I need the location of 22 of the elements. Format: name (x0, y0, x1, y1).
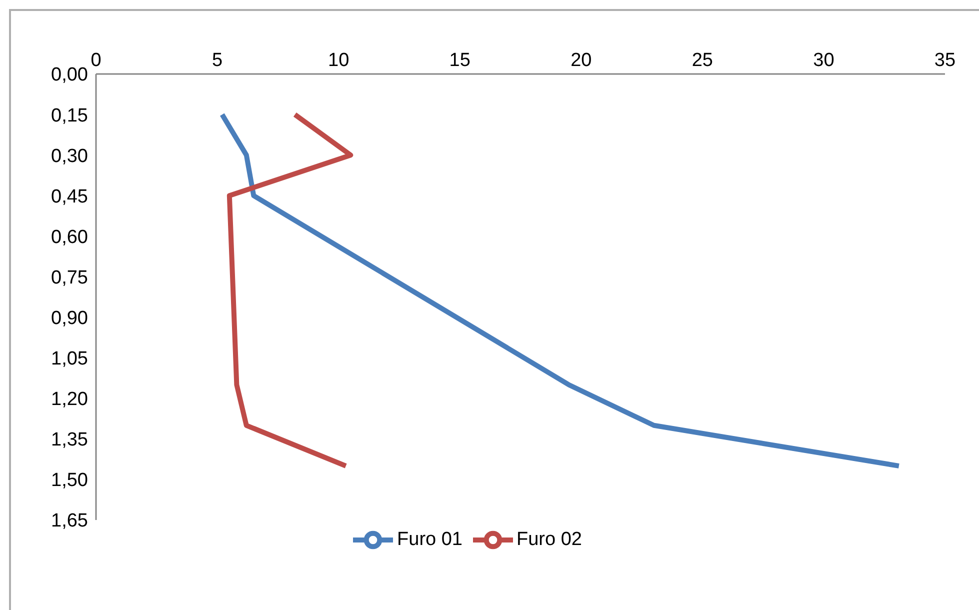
y-tick-label: 1,05 (51, 348, 88, 370)
x-tick-label: 5 (212, 50, 223, 71)
x-tick-label: 0 (90, 50, 102, 71)
x-tick-label: 15 (449, 50, 470, 71)
legend-label: Furo 02 (516, 529, 582, 550)
y-tick-label: 0,90 (51, 308, 88, 330)
y-tick-label: 0,75 (51, 267, 88, 288)
y-tick-label: 0,60 (51, 226, 88, 248)
x-tick-label: 25 (692, 50, 713, 71)
y-tick-label: 1,20 (51, 389, 88, 410)
y-tick-label: 0,45 (51, 186, 88, 208)
y-tick-label: 1,35 (51, 430, 88, 451)
y-tick-label: 1,50 (51, 470, 88, 492)
y-tick-label: 0,15 (51, 105, 88, 126)
x-tick-label: 20 (570, 50, 592, 71)
y-tick-label: 1,65 (51, 510, 88, 532)
y-tick-label: 0,00 (51, 64, 88, 86)
y-tick-label: 0,30 (51, 146, 88, 167)
x-tick-label: 35 (934, 50, 956, 71)
legend-label: Furo 01 (397, 529, 462, 550)
x-tick-label: 30 (813, 50, 834, 71)
x-tick-label: 10 (328, 50, 350, 71)
